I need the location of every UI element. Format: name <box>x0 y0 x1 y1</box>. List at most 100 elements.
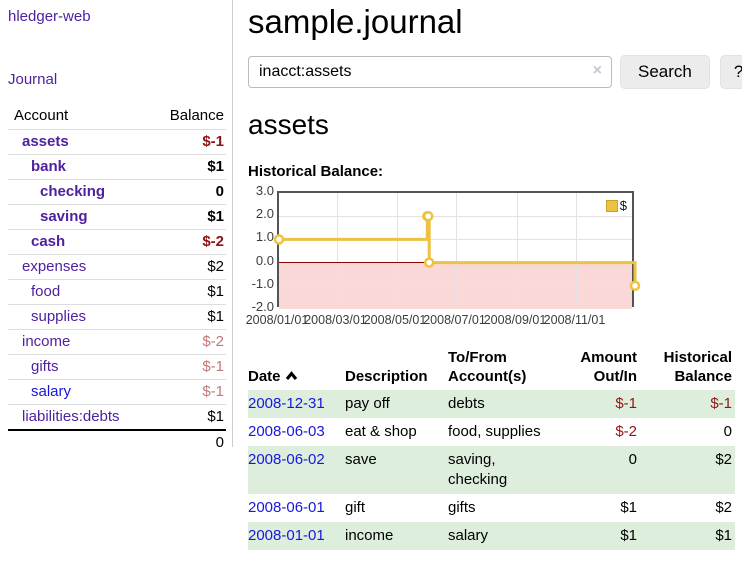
accounts-table: Account Balance assets $-1 bank $1 checking 0… <box>8 105 226 455</box>
sort-asc-icon <box>285 367 298 386</box>
chart-title: Historical Balance: <box>248 163 384 180</box>
transaction-amount: $-1 <box>615 395 637 412</box>
account-link[interactable]: income <box>22 333 71 350</box>
account-link[interactable]: supplies <box>31 308 87 325</box>
account-balance: $-1 <box>202 133 224 150</box>
page-title: sample.journal <box>248 3 463 40</box>
account-link[interactable]: gifts <box>31 358 59 375</box>
account-row: assets $-1 <box>8 129 226 155</box>
transaction-accounts: gifts <box>448 499 476 516</box>
account-row: income $-2 <box>8 329 226 355</box>
transaction-amount: 0 <box>628 451 637 468</box>
brand-link[interactable]: hledger-web <box>8 8 91 25</box>
accounts-total-value: 0 <box>215 434 224 451</box>
data-point-marker <box>629 280 641 292</box>
x-tick-label: 2008/05/01 <box>363 313 427 327</box>
account-balance: $1 <box>207 408 224 425</box>
gridline-h <box>279 285 632 287</box>
account-balance: $-2 <box>202 233 224 250</box>
y-tick-label: 0.0 <box>255 252 274 268</box>
transaction-amount: $-2 <box>615 423 637 440</box>
account-link[interactable]: assets <box>22 133 69 150</box>
account-balance: 0 <box>215 183 224 200</box>
transaction-balance: $1 <box>715 527 732 544</box>
transaction-accounts: debts <box>448 395 485 412</box>
account-row: supplies $1 <box>8 304 226 330</box>
transaction-description: save <box>345 451 377 468</box>
search-form: × Search ? <box>248 55 742 89</box>
transaction-row: 2008-01-01 income salary $1 $1 <box>248 522 735 550</box>
transaction-description: pay off <box>345 395 390 412</box>
account-balance: $1 <box>207 158 224 175</box>
account-balance: $-2 <box>202 333 224 350</box>
x-tick-label: 2008/09/01 <box>483 313 547 327</box>
historical-balance-chart[interactable]: $ 3.0 2.0 1.0 0.0 -1.0 -2.0 2008/01/01 2008/03/… <box>246 184 668 331</box>
transaction-date-link[interactable]: 2008-01-01 <box>248 527 325 544</box>
account-row: salary $-1 <box>8 379 226 405</box>
y-tick-label: 3.0 <box>255 183 274 198</box>
x-tick-label: 2008/07/01 <box>423 313 486 327</box>
chart-plot-area[interactable]: $ <box>273 191 641 309</box>
accounts-total-row: 0 <box>8 430 226 455</box>
account-balance: $1 <box>207 308 224 325</box>
transaction-accounts: saving, checking <box>448 451 508 488</box>
clear-search-icon[interactable]: × <box>592 62 602 79</box>
account-link[interactable]: salary <box>31 383 72 400</box>
transaction-accounts: food, supplies <box>448 423 541 440</box>
nav-journal-link[interactable]: Journal <box>8 71 58 88</box>
transaction-balance: $2 <box>715 499 732 516</box>
account-balance: $-1 <box>202 358 224 375</box>
register-header-amount: Amount Out/In <box>580 349 637 385</box>
account-link[interactable]: bank <box>31 158 67 175</box>
main-content: sample.journal × Search ? assets Histori… <box>233 0 742 582</box>
account-link[interactable]: expenses <box>22 258 87 275</box>
legend-swatch-icon <box>605 199 618 212</box>
account-link[interactable]: saving <box>40 208 88 225</box>
account-row: bank $1 <box>8 154 226 180</box>
transaction-date-link[interactable]: 2008-06-02 <box>248 451 325 468</box>
transaction-amount: $1 <box>620 527 637 544</box>
search-input[interactable] <box>248 56 612 88</box>
transaction-balance: 0 <box>723 423 732 440</box>
transaction-description: gift <box>345 499 366 516</box>
register-header-description: Description <box>345 368 428 385</box>
account-link[interactable]: liabilities:debts <box>22 408 120 425</box>
account-link[interactable]: cash <box>31 233 66 250</box>
x-tick-label: 2008/03/01 <box>304 313 367 327</box>
search-button[interactable]: Search <box>620 55 710 89</box>
gridline-v <box>396 193 398 305</box>
accounts-header-balance: Balance <box>169 107 224 124</box>
account-balance: $-1 <box>202 383 224 400</box>
gridline-v <box>456 193 458 305</box>
transaction-date-link[interactable]: 2008-06-01 <box>248 499 325 516</box>
account-link[interactable]: food <box>31 283 61 300</box>
transaction-balance: $-1 <box>710 395 732 412</box>
transaction-row: 2008-06-01 gift gifts $1 $2 <box>248 494 735 522</box>
gridline-h <box>279 215 632 217</box>
data-point-marker <box>422 210 434 222</box>
chart-legend: $ <box>605 198 627 213</box>
x-tick-label: 2008/11/01 <box>543 313 606 327</box>
transaction-amount: $1 <box>620 499 637 516</box>
data-point-marker <box>423 257 435 268</box>
register-header-date[interactable]: Date <box>248 346 345 390</box>
account-row: gifts $-1 <box>8 354 226 380</box>
legend-label: $ <box>619 198 627 213</box>
transaction-description: eat & shop <box>345 423 417 440</box>
transaction-accounts: salary <box>448 527 489 544</box>
y-tick-label: -1.0 <box>251 275 274 291</box>
account-row: liabilities:debts $1 <box>8 404 226 431</box>
account-row: saving $1 <box>8 204 226 230</box>
balance-line-series <box>273 210 641 292</box>
register-header-historical: Historical Balance <box>663 349 732 385</box>
transaction-date-link[interactable]: 2008-12-31 <box>248 395 325 412</box>
transaction-description: income <box>345 527 394 544</box>
y-tick-label: 1.0 <box>255 229 274 245</box>
transaction-row: 2008-06-02 save saving, checking 0 $2 <box>248 446 735 494</box>
transaction-date-link[interactable]: 2008-06-03 <box>248 423 325 440</box>
transaction-balance: $2 <box>715 451 732 468</box>
help-button[interactable]: ? <box>719 55 742 89</box>
account-row: cash $-2 <box>8 229 226 255</box>
account-link[interactable]: checking <box>40 183 106 200</box>
account-balance: $2 <box>207 258 224 275</box>
